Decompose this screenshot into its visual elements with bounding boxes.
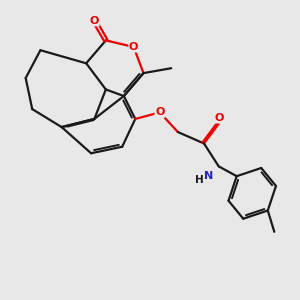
Text: O: O	[129, 42, 138, 52]
Text: H: H	[195, 175, 204, 185]
Text: N: N	[204, 171, 214, 181]
Text: O: O	[155, 107, 164, 117]
Text: O: O	[214, 113, 224, 123]
Text: O: O	[90, 16, 99, 26]
